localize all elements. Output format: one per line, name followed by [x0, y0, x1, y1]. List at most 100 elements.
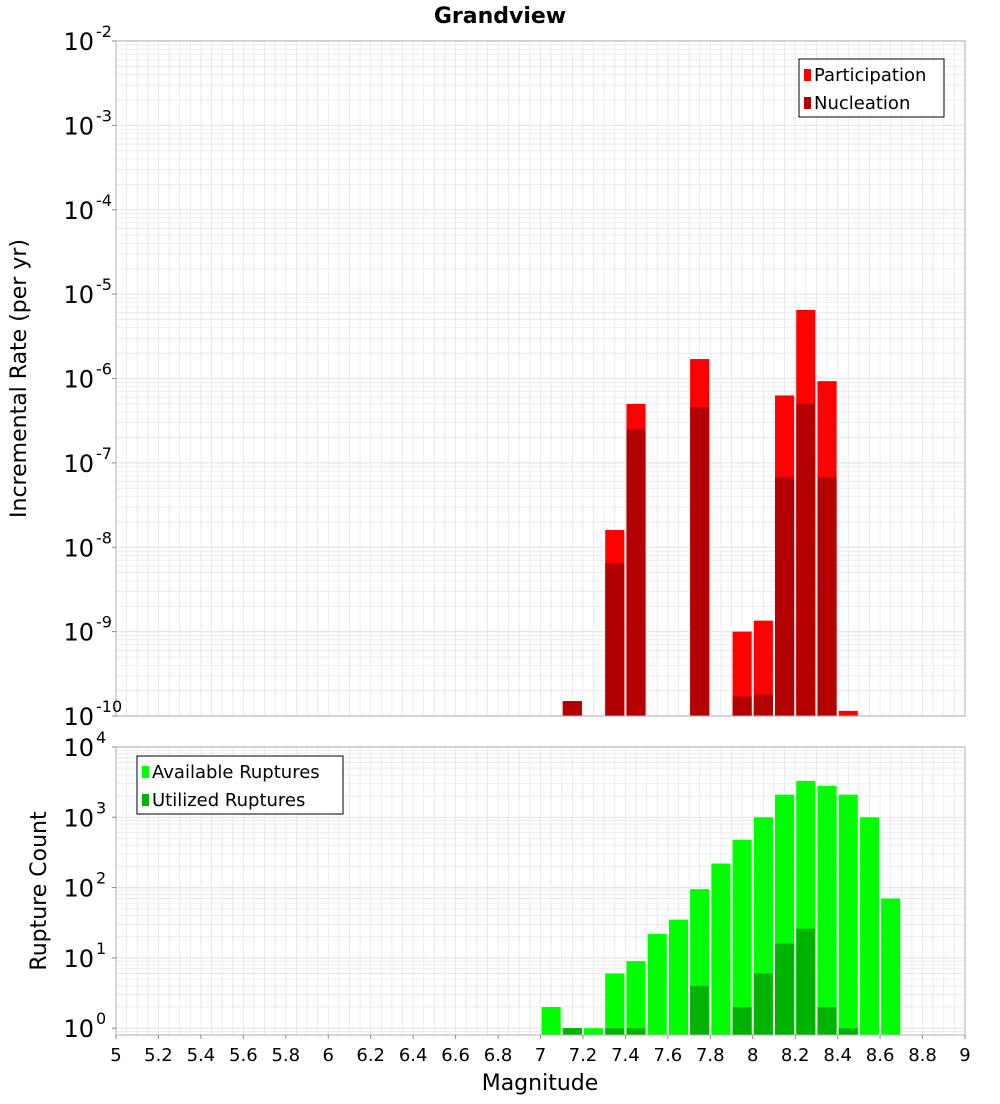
y-tick-exponent: 4: [96, 728, 106, 747]
nucleation-bar: [817, 477, 837, 716]
nucleation-bar: [796, 403, 816, 716]
available-bar: [732, 839, 752, 1035]
utilized-bar: [753, 973, 773, 1035]
x-tick-label: 9: [959, 1045, 970, 1066]
y-tick-exponent: -4: [96, 191, 112, 210]
x-axis-label: Magnitude: [482, 1071, 599, 1096]
y-tick-exponent: -3: [96, 106, 112, 125]
available-bar: [838, 794, 858, 1035]
participation-bar: [753, 620, 773, 716]
x-tick-label: 5.2: [144, 1045, 173, 1066]
available-bar: [711, 863, 731, 1035]
x-tick-label: 7.8: [696, 1045, 725, 1066]
available-bar: [859, 817, 880, 1035]
x-tick-label: 6.4: [399, 1045, 428, 1066]
available-bar: [668, 919, 689, 1035]
available-bar: [541, 1007, 561, 1035]
y-tick-label: 10: [63, 281, 94, 309]
nucleation-bar: [605, 563, 625, 716]
available-bar: [881, 898, 901, 1035]
y-tick-exponent: -7: [96, 444, 112, 463]
utilized-bar: [605, 1028, 625, 1035]
utilized-bar: [626, 1028, 646, 1035]
x-tick-label: 5: [110, 1045, 121, 1066]
available-bar: [817, 785, 837, 1035]
y-tick-exponent: -6: [96, 360, 112, 379]
nucleation-bar: [753, 694, 773, 716]
legend-swatch: [142, 794, 149, 806]
y-tick-exponent: -8: [96, 528, 112, 547]
y-tick-exponent: -5: [96, 275, 112, 294]
y-tick-label: 10: [63, 619, 94, 647]
x-tick-label: 8.2: [781, 1045, 810, 1066]
y-tick-label: 10: [63, 197, 94, 225]
y-tick-label: 10: [63, 734, 94, 762]
utilized-bar: [817, 1007, 837, 1035]
x-tick-label: 6.6: [441, 1045, 470, 1066]
y-axis-label: Rupture Count: [27, 811, 52, 971]
y-tick-label: 10: [63, 450, 94, 478]
nucleation-bar: [775, 477, 795, 716]
legend-swatch: [804, 97, 811, 109]
y-tick-label: 10: [63, 1015, 94, 1043]
legend-label: Nucleation: [814, 93, 910, 114]
nucleation-bar: [626, 429, 646, 716]
x-tick-label: 6: [323, 1045, 334, 1066]
y-tick-label: 10: [63, 804, 94, 832]
x-tick-label: 8.4: [823, 1045, 852, 1066]
y-tick-exponent: 3: [96, 798, 106, 817]
x-tick-label: 8.8: [908, 1045, 937, 1066]
available-bar: [584, 1028, 604, 1035]
utilized-bar: [796, 928, 816, 1035]
available-bar: [626, 961, 646, 1035]
y-tick-label: 10: [63, 366, 94, 394]
participation-bar: [732, 631, 752, 716]
legend-swatch: [804, 69, 811, 81]
legend-box: [136, 755, 344, 815]
nucleation-bar: [690, 406, 710, 716]
utilized-bar: [732, 1007, 752, 1035]
legend-label: Available Ruptures: [152, 762, 320, 783]
utilized-bar: [838, 1028, 858, 1035]
y-tick-exponent: 1: [96, 939, 106, 958]
available-bar: [605, 973, 625, 1035]
x-tick-label: 5.4: [187, 1045, 216, 1066]
x-tick-label: 5.6: [229, 1045, 258, 1066]
nucleation-bar: [562, 701, 582, 716]
x-tick-label: 6.8: [484, 1045, 513, 1066]
y-tick-label: 10: [63, 875, 94, 903]
y-tick-exponent: -10: [96, 697, 122, 716]
x-tick-label: 7.6: [654, 1045, 683, 1066]
y-axis-label: Incremental Rate (per yr): [7, 239, 32, 518]
nucleation-bar: [732, 696, 752, 716]
legend-box: [798, 58, 945, 118]
legend-label: Utilized Ruptures: [152, 790, 305, 811]
x-tick-label: 5.8: [271, 1045, 300, 1066]
y-tick-label: 10: [63, 534, 94, 562]
x-tick-label: 7.2: [569, 1045, 598, 1066]
y-tick-label: 10: [63, 703, 94, 731]
y-tick-exponent: -2: [96, 22, 112, 41]
x-tick-label: 7: [535, 1045, 546, 1066]
x-tick-label: 6.2: [356, 1045, 385, 1066]
utilized-bar: [690, 985, 710, 1035]
participation-bar: [838, 710, 858, 716]
legend-swatch: [142, 766, 149, 778]
x-tick-label: 7.4: [611, 1045, 640, 1066]
x-tick-label: 8: [747, 1045, 758, 1066]
utilized-bar: [562, 1028, 582, 1035]
y-tick-label: 10: [63, 945, 94, 973]
chart-title: Grandview: [434, 4, 566, 29]
y-tick-label: 10: [63, 28, 94, 56]
y-tick-exponent: 2: [96, 869, 106, 888]
utilized-bar: [775, 943, 795, 1035]
y-tick-exponent: 0: [96, 1009, 106, 1028]
legend-label: Participation: [814, 65, 926, 86]
available-bar: [647, 933, 667, 1035]
y-tick-exponent: -9: [96, 613, 112, 632]
y-tick-label: 10: [63, 112, 94, 140]
